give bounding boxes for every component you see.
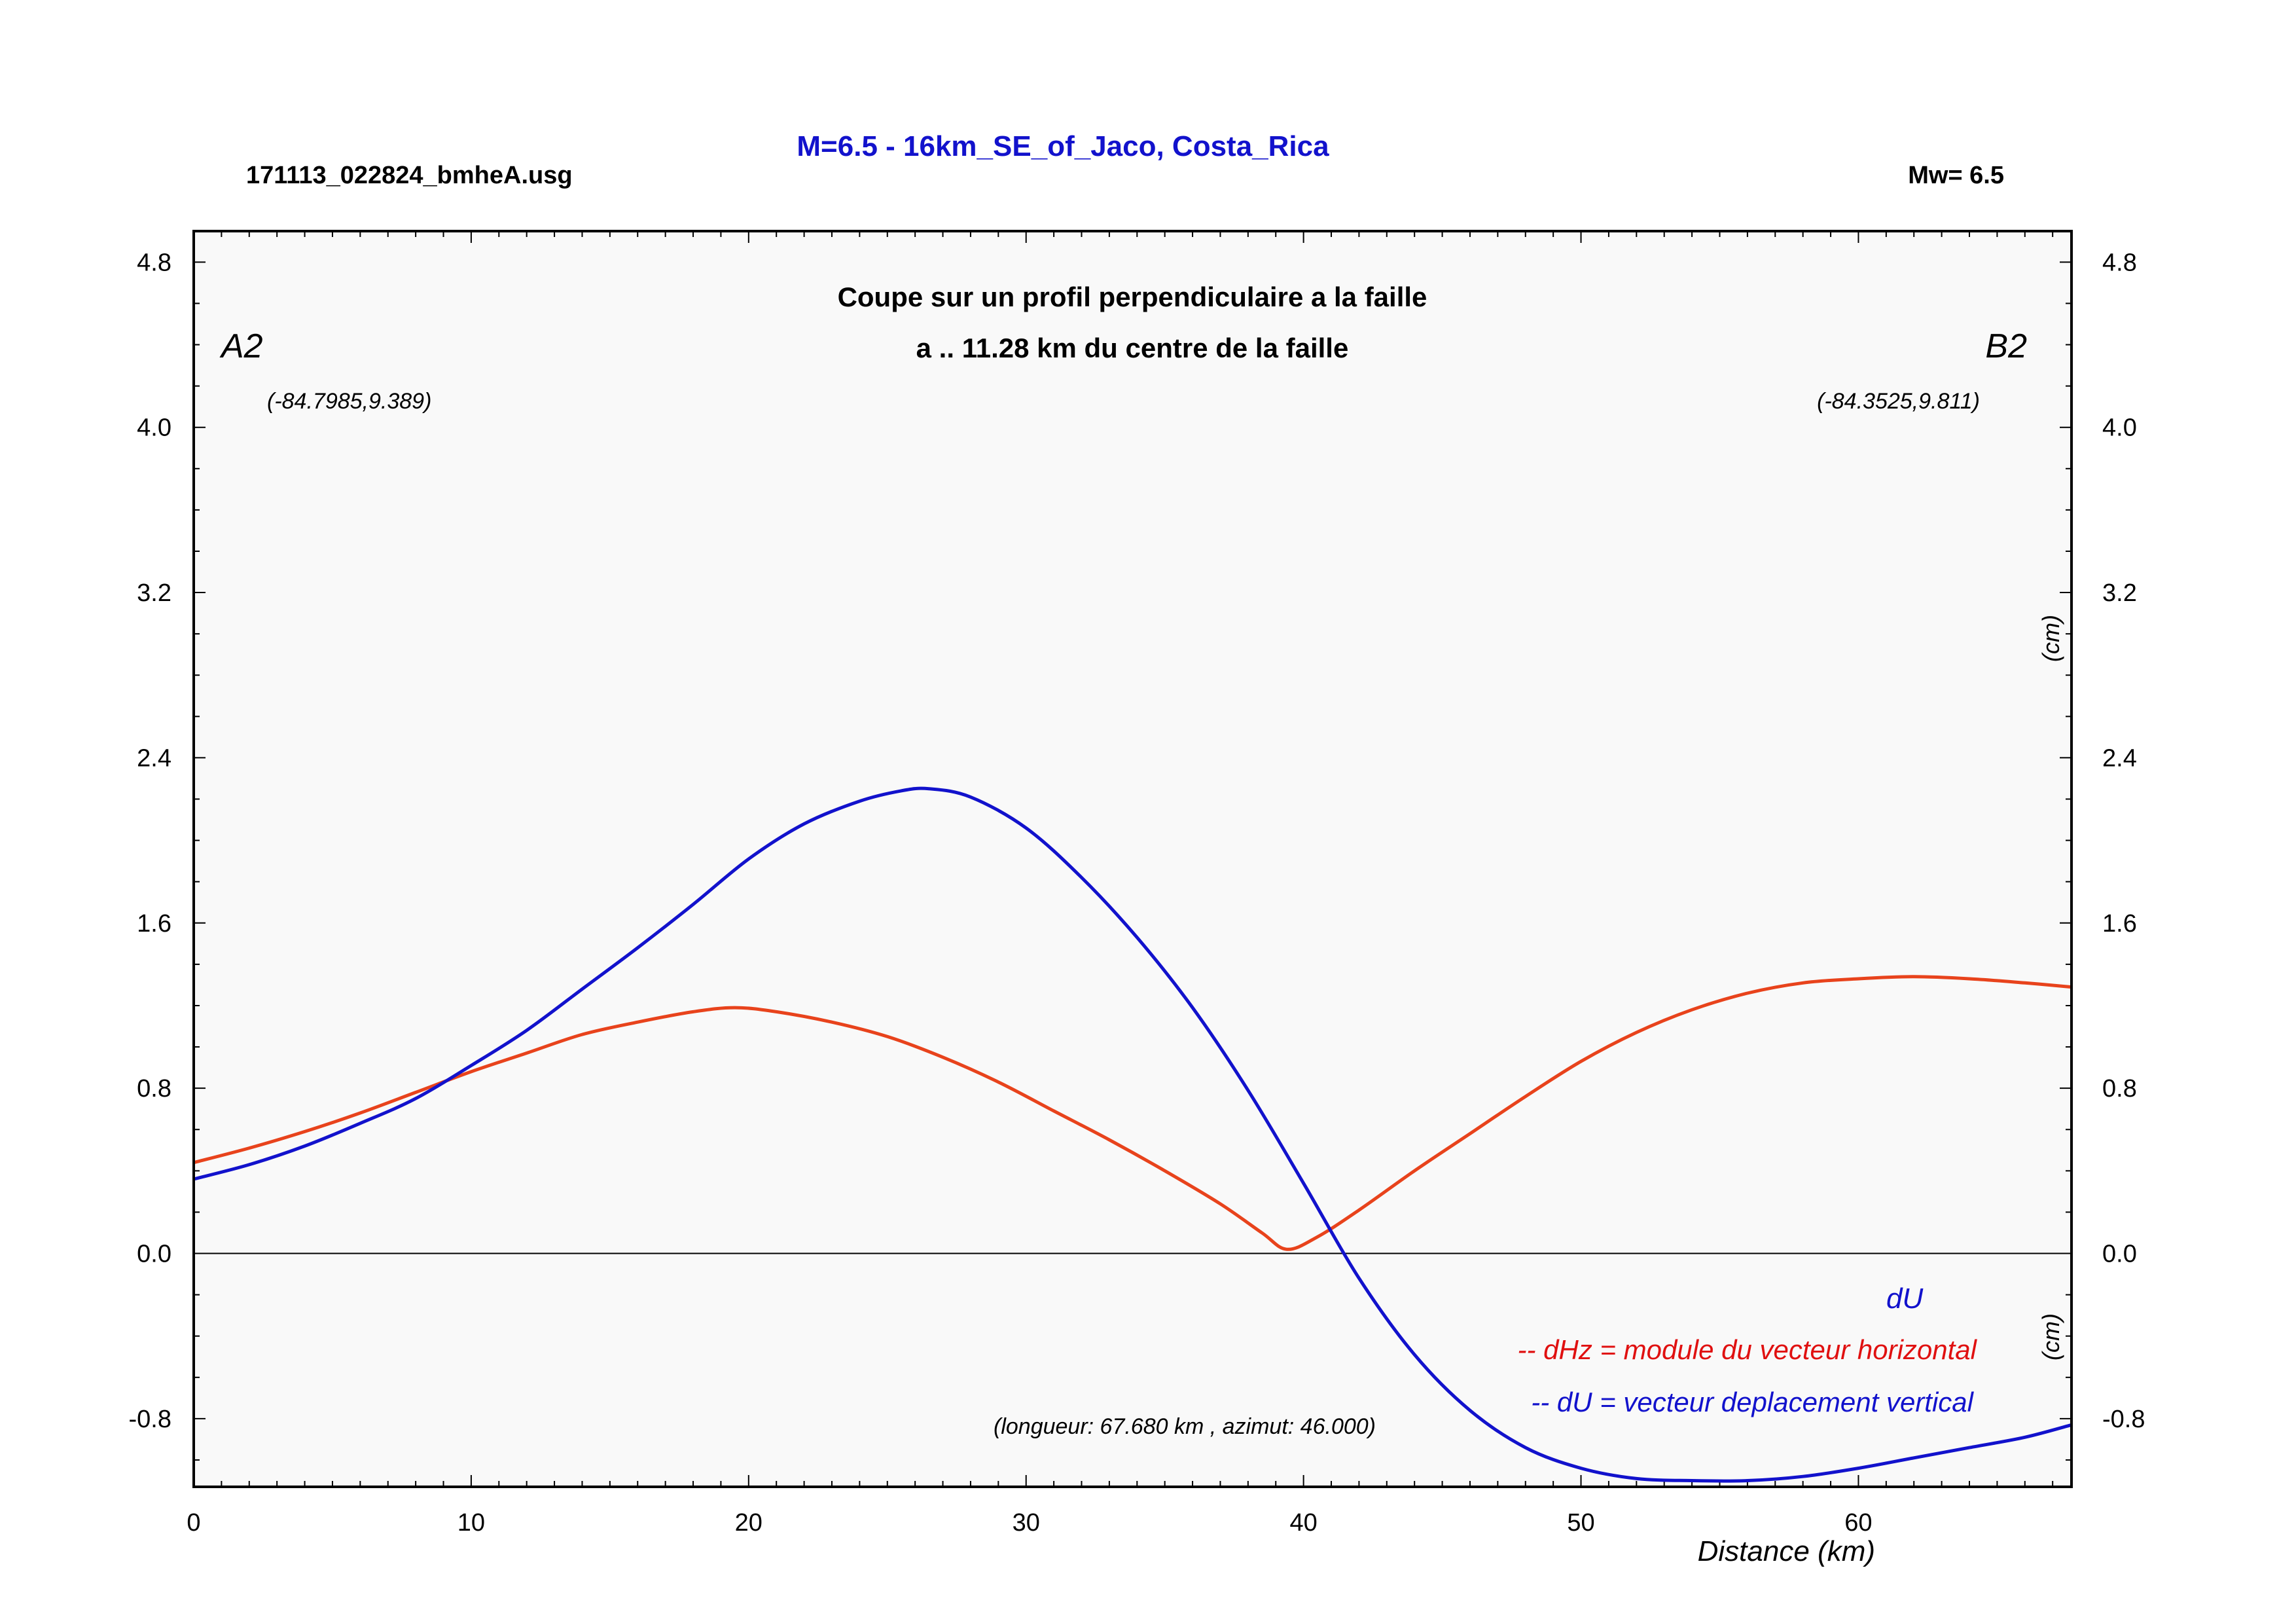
y-tick-label-right: 1.6	[2102, 910, 2137, 938]
y-tick-label-right: -0.8	[2102, 1406, 2145, 1433]
axis-tick-labels: 0 10 20 30 40 50 60 4.8 4.8 4.0 4.0 3.2 3.2 2.4 2.4 1.6…	[129, 249, 2145, 1537]
mw-label: Mw= 6.5	[1908, 162, 2004, 189]
x-tick-label: 40	[1289, 1509, 1317, 1537]
legend-dhz: -- dHz = module du vecteur horizontal	[1517, 1334, 1977, 1365]
x-tick-label: 30	[1013, 1509, 1040, 1537]
y-tick-label-left: 4.8	[137, 249, 171, 276]
plot-frame	[192, 230, 2073, 1488]
y-tick-label-right: 3.2	[2102, 579, 2137, 607]
legend-du: -- dU = vecteur deplacement vertical	[1531, 1387, 1974, 1417]
y-tick-label-right: 4.0	[2102, 414, 2137, 442]
x-tick-label: 20	[735, 1509, 762, 1537]
point-a-label: A2	[219, 327, 263, 365]
x-tick-label: 60	[1844, 1509, 1872, 1537]
du-series-line	[193, 786, 2072, 1483]
file-label: 171113_022824_bmheA.usg	[246, 162, 573, 189]
x-tick-label: 0	[187, 1509, 200, 1537]
y-tick-label-left: 0.0	[137, 1241, 171, 1268]
y-tick-label-left: 3.2	[137, 579, 171, 607]
y-tick-label-right: 0.8	[2102, 1075, 2137, 1103]
series-layer	[193, 786, 2072, 1483]
y-tick-label-left: 1.6	[137, 910, 171, 938]
y-tick-label-left: 2.4	[137, 744, 171, 772]
y-tick-label-left: 0.8	[137, 1075, 171, 1103]
y-tick-label-right: 2.4	[2102, 744, 2137, 772]
point-a-coords: (-84.7985,9.389)	[267, 389, 431, 414]
length-azimuth-note: (longueur: 67.680 km , azimut: 46.000)	[994, 1414, 1376, 1439]
y-tick-label-left: -0.8	[129, 1406, 171, 1433]
plot-title-line1: Coupe sur un profil perpendiculaire a la…	[838, 282, 1427, 312]
y-tick-label-right: 0.0	[2102, 1241, 2137, 1268]
y-tick-label-left: 4.0	[137, 414, 171, 442]
point-b-label: B2	[1985, 327, 2027, 365]
unit-label-lower: (cm)	[2037, 1313, 2064, 1360]
x-tick-label: 50	[1567, 1509, 1594, 1537]
plot-area	[194, 231, 2072, 1487]
plot-title-line2: a .. 11.28 km du centre de la faille	[916, 333, 1349, 363]
chart-title: M=6.5 - 16km_SE_of_Jaco, Costa_Rica	[797, 130, 1329, 162]
x-axis-title: Distance (km)	[1698, 1535, 1875, 1567]
dhz-series-line	[193, 975, 2072, 1251]
unit-label-upper: (cm)	[2037, 615, 2064, 662]
x-tick-label: 10	[457, 1509, 485, 1537]
y-tick-label-right: 4.8	[2102, 249, 2137, 276]
point-b-coords: (-84.3525,9.811)	[1817, 389, 1980, 414]
du-tag: dU	[1886, 1283, 1923, 1315]
